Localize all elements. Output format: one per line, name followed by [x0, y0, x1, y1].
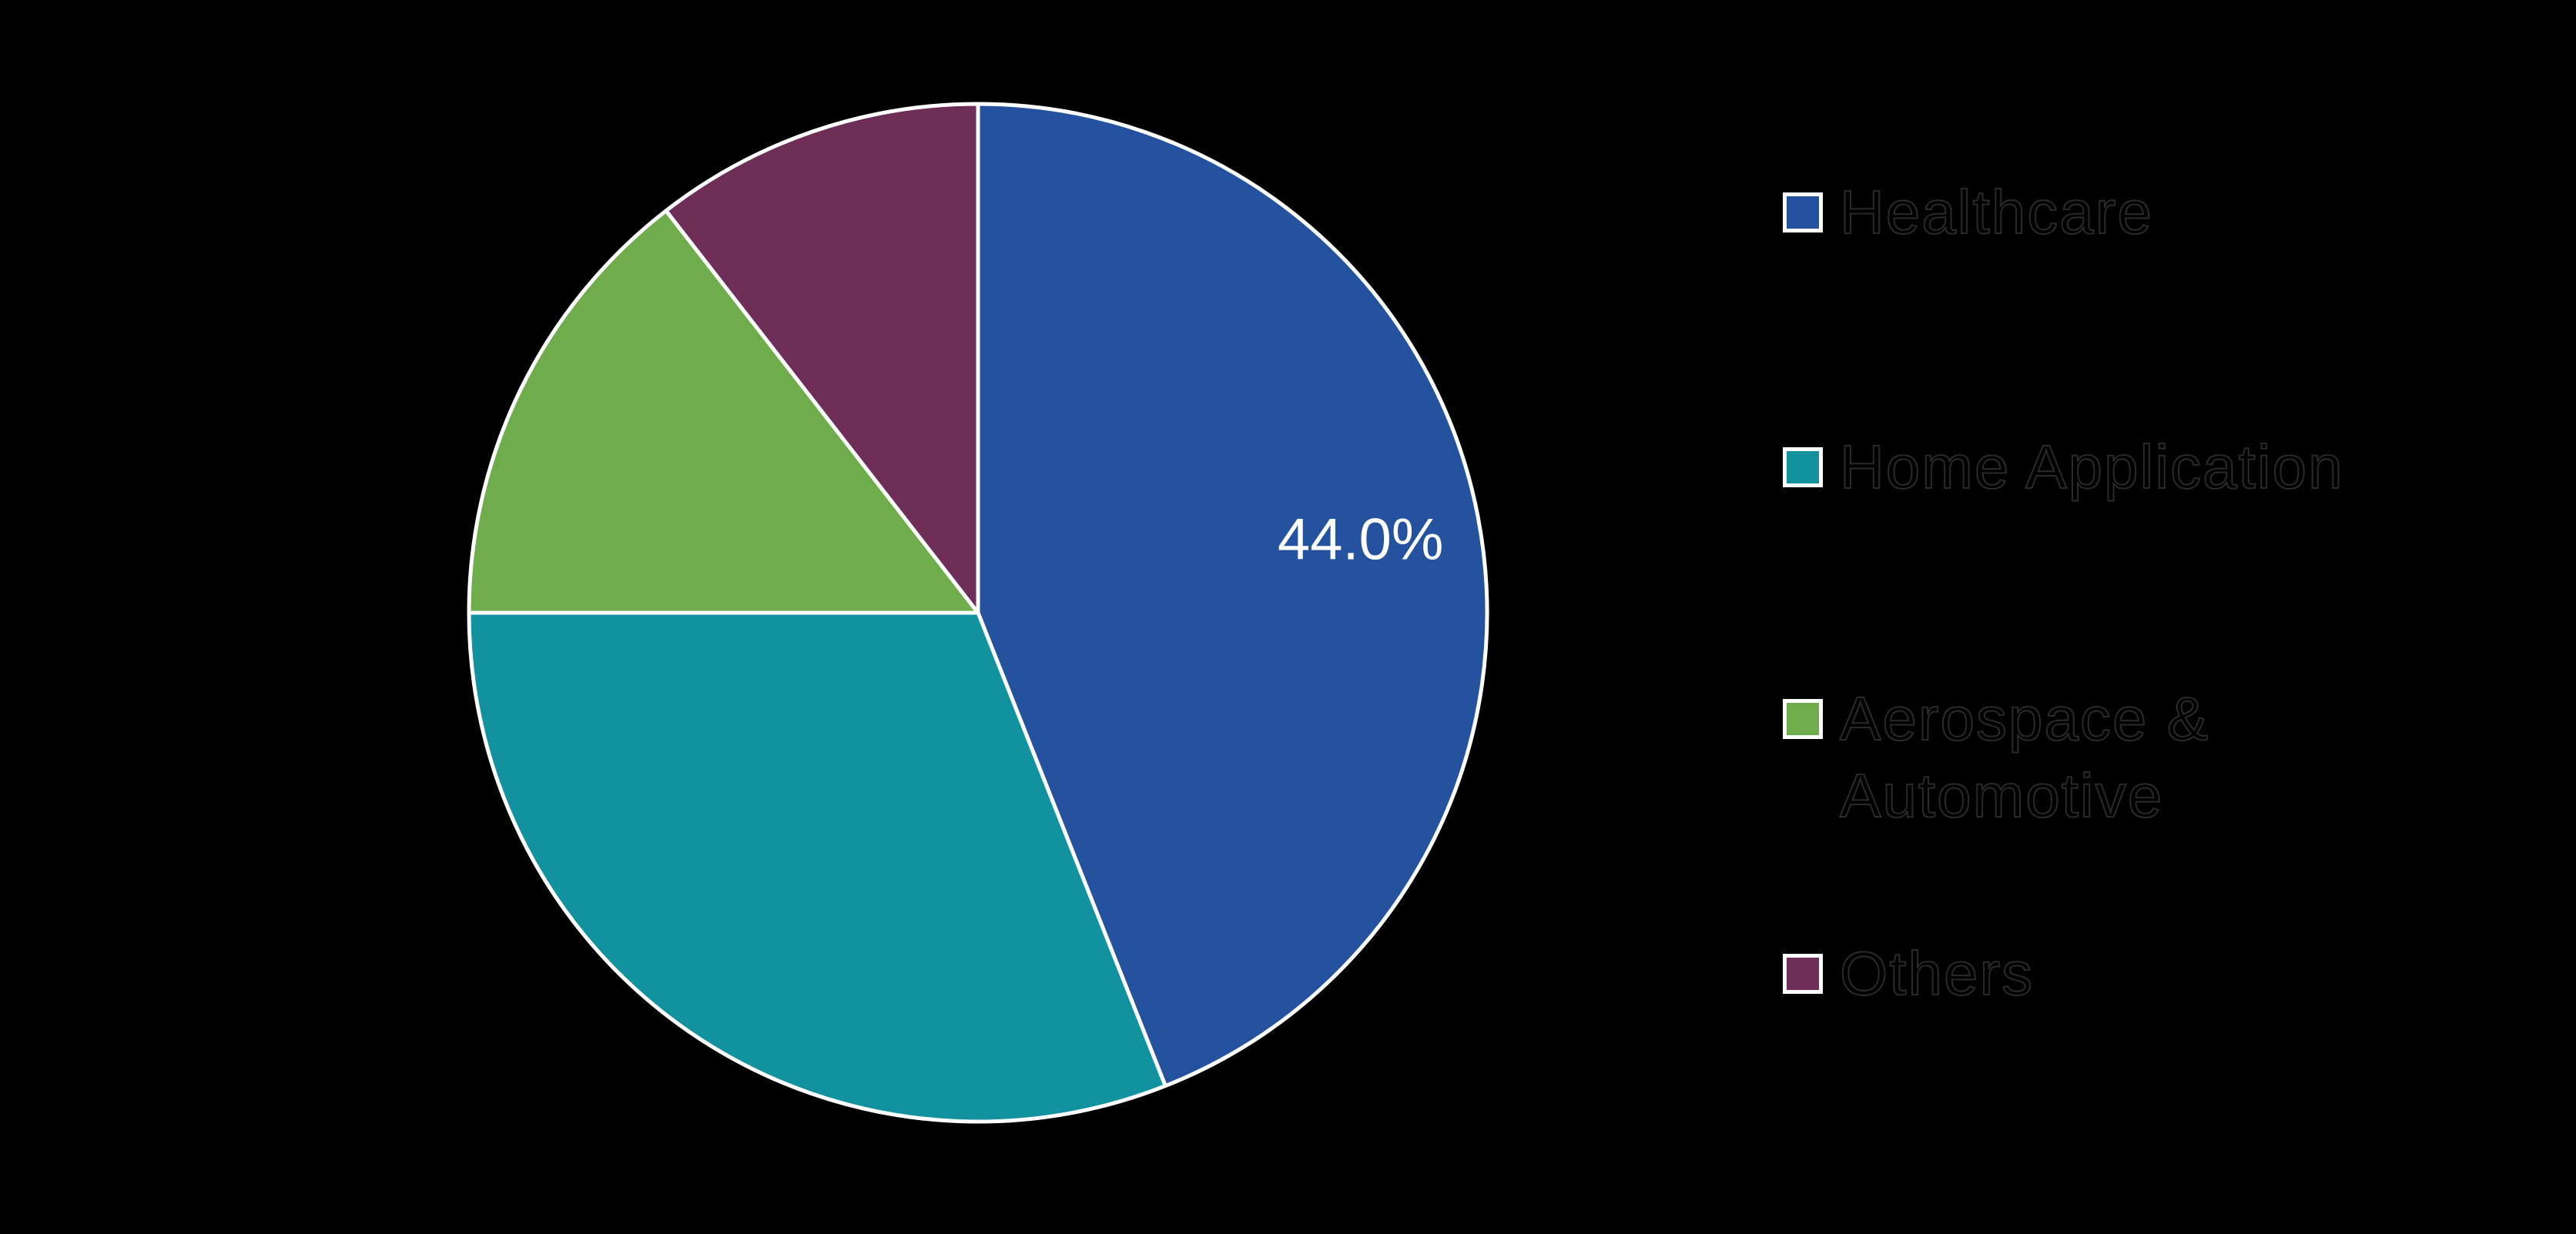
pie-slice-home-application: [467, 610, 1167, 1124]
pie-slice-healthcare: [976, 102, 1489, 1089]
pie-slice-others: [664, 102, 980, 615]
pie-slice-aerospace-automotive: [467, 209, 980, 615]
percent-label-healthcare: 44.0%: [1278, 507, 1444, 573]
